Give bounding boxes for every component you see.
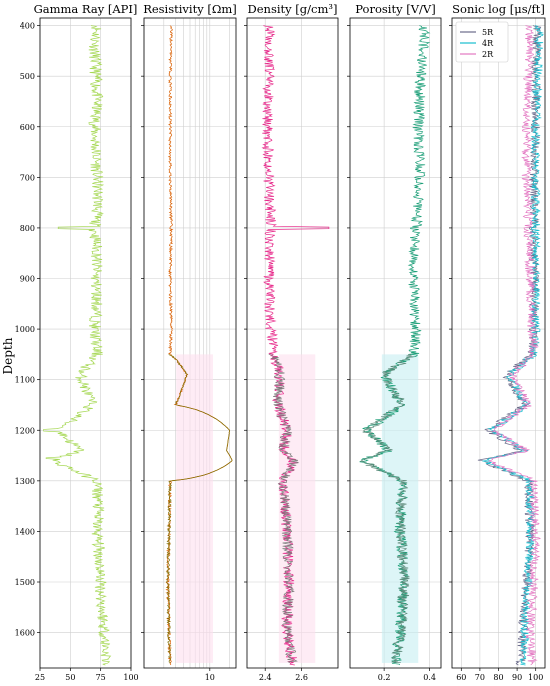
x-tick-label: 70 — [475, 673, 485, 682]
track-2: Resistivity [Ωm] 10 — [141, 2, 237, 682]
shaded-zone — [176, 354, 213, 663]
track-3: Density [g/cm³] 2.4 2.6 — [244, 2, 339, 682]
x-tick-label: 10 — [205, 673, 215, 682]
y-tick-label: 500 — [20, 72, 35, 81]
track-title: Sonic log [μs/ft] — [452, 2, 545, 16]
track-title: Resistivity [Ωm] — [143, 2, 237, 16]
x-tick-label: 0.4 — [423, 673, 436, 682]
legend-label-2R: 2R — [482, 50, 494, 59]
x-tick-label: 0.2 — [378, 673, 391, 682]
track-title: Porosity [V/V] — [355, 2, 435, 16]
legend-label-5R: 5R — [482, 28, 494, 37]
track-1: Gamma Ray [API] 25 50 75 100 400 500 600 700 800 9… — [15, 2, 139, 682]
track-title: Gamma Ray [API] — [34, 2, 138, 16]
x-tick-label: 90 — [512, 673, 522, 682]
series-line-4R — [482, 25, 544, 666]
track-frame — [349, 17, 442, 669]
x-tick-label: 2.6 — [295, 673, 308, 682]
y-tick-label: 1100 — [15, 376, 35, 385]
legend-label-4R: 4R — [482, 39, 494, 48]
x-tick-label: 25 — [35, 673, 45, 682]
log-trace-lower — [165, 354, 233, 663]
x-tick-label: 60 — [456, 673, 466, 682]
x-tick-label: 75 — [96, 673, 106, 682]
y-tick-label: 800 — [20, 224, 35, 233]
track-frame — [246, 17, 339, 669]
y-tick-label: 1000 — [15, 325, 35, 334]
x-tick-label: 100 — [123, 673, 138, 682]
depth-axis-label: Depth — [1, 337, 15, 374]
track-5: Sonic log [μs/ft] 60 70 80 90 100 5R 4R 2R — [449, 2, 546, 682]
y-tick-label: 1400 — [15, 527, 35, 536]
x-tick-label: 50 — [65, 673, 75, 682]
y-tick-label: 400 — [20, 22, 35, 31]
x-tick-label: 80 — [493, 673, 503, 682]
x-tick-label: 100 — [528, 673, 543, 682]
track-frame — [39, 17, 132, 669]
log-trace — [43, 25, 112, 666]
track-frame — [143, 17, 237, 669]
log-trace-lower — [268, 354, 300, 664]
track-4: Porosity [V/V] 0.2 0.4 — [347, 2, 442, 682]
x-tick-label: 2.4 — [259, 673, 272, 682]
y-tick-label: 1200 — [15, 426, 35, 435]
series-line-2R — [487, 25, 542, 666]
y-tick-label: 900 — [20, 275, 35, 284]
y-tick-label: 700 — [20, 173, 35, 182]
y-tick-label: 600 — [20, 123, 35, 132]
y-tick-label: 1600 — [15, 629, 35, 638]
y-tick-label: 1300 — [15, 477, 35, 486]
legend: 5R 4R 2R — [455, 21, 509, 63]
y-tick-label: 1500 — [15, 578, 35, 587]
log-trace-lower — [359, 354, 414, 664]
track-title: Density [g/cm³] — [248, 2, 338, 16]
